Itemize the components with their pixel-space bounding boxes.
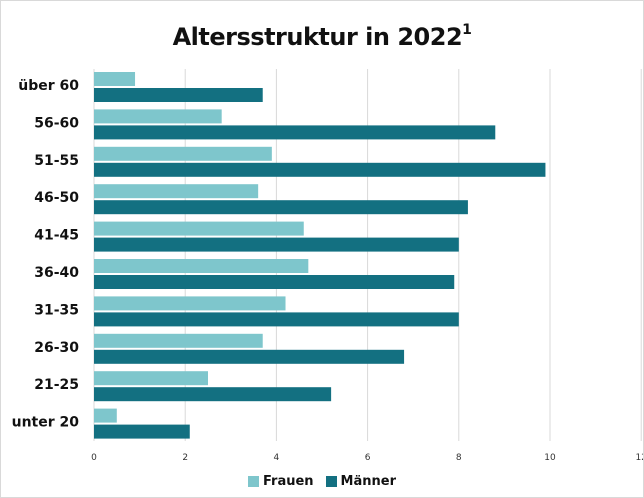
chart-title: Altersstruktur in 20221 [1,22,643,51]
title-footnote-marker: 1 [462,22,472,38]
x-tick-label: 0 [91,453,97,463]
y-category-label: 21-25 [34,377,79,393]
bar-frauen-7 [94,333,263,348]
bar-maenner-4 [94,237,459,252]
x-tick-label: 6 [365,453,371,463]
legend-label-maenner: Männer [340,474,396,489]
y-category-label: unter 20 [12,415,80,431]
legend-label-frauen: Frauen [262,474,314,489]
bar-maenner-8 [94,387,332,402]
y-category-label: 31-35 [34,302,79,318]
legend-swatch-maenner [325,476,337,487]
bar-frauen-9 [94,408,117,423]
bar-frauen-5 [94,259,309,273]
chart-legend: Frauen Männer [1,474,643,489]
legend-item-maenner: Männer [325,474,396,489]
bar-maenner-7 [94,349,405,364]
bar-frauen-2 [94,146,272,161]
bar-maenner-0 [94,88,263,102]
x-tick-label: 2 [182,453,188,463]
bar-frauen-8 [94,371,208,386]
y-category-label: 26-30 [34,340,79,356]
bar-maenner-9 [94,424,190,439]
bar-frauen-1 [94,109,222,124]
bar-frauen-0 [94,72,136,86]
bar-frauen-4 [94,221,304,236]
y-category-label: 56-60 [34,115,79,131]
x-tick-label: 8 [456,453,462,463]
x-tick-label: 10 [544,453,556,463]
y-category-label: 46-50 [34,190,79,206]
y-category-label: 41-45 [34,228,79,244]
bar-maenner-3 [94,200,468,215]
x-tick-label: 12 [635,453,643,463]
bar-maenner-6 [94,312,459,327]
bar-maenner-1 [94,125,496,140]
y-category-label: 51-55 [34,153,79,169]
bar-frauen-3 [94,184,259,199]
chart-title-text: Altersstruktur in 2022 [172,23,463,51]
bar-maenner-2 [94,162,546,177]
legend-swatch-frauen [247,476,259,487]
x-tick-label: 4 [274,453,280,463]
legend-item-frauen: Frauen [247,474,314,489]
y-category-label: über 60 [18,78,79,94]
y-category-label: 36-40 [34,265,79,281]
bar-frauen-6 [94,296,286,311]
bar-maenner-5 [94,275,455,289]
